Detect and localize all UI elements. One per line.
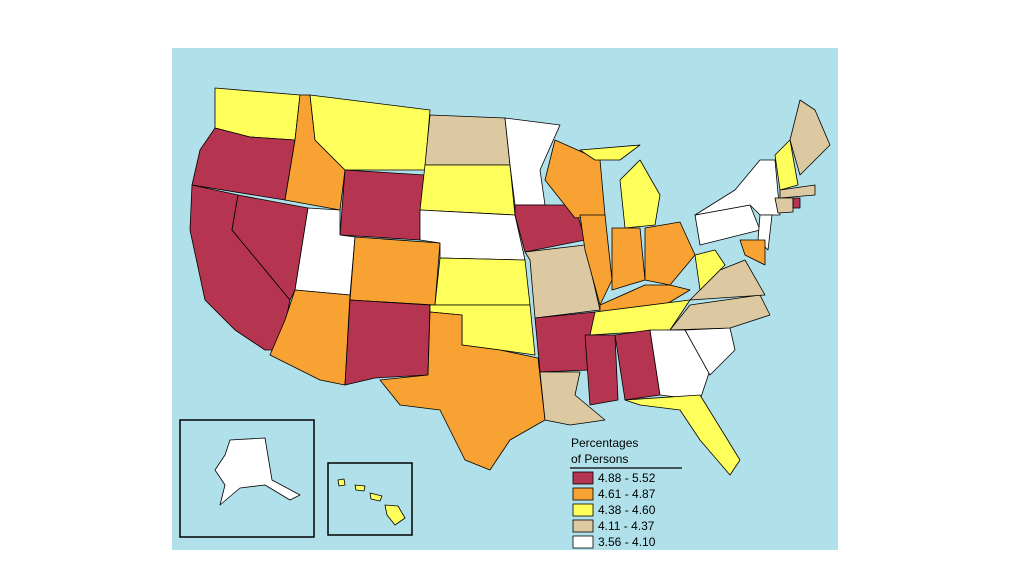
state (524, 244, 601, 319)
legend-label: 4.61 - 4.87 (598, 487, 656, 501)
state (539, 371, 606, 426)
state (579, 214, 613, 306)
state (349, 236, 441, 306)
state (669, 294, 771, 331)
legend-title: of Persons (571, 452, 628, 466)
state (384, 504, 406, 526)
state (214, 437, 301, 506)
state (231, 194, 309, 301)
legend-label: 4.38 - 4.60 (598, 503, 656, 517)
state (584, 334, 619, 406)
state (339, 169, 426, 241)
legend: Percentages of Persons 4.88 - 5.52 4.61 -… (570, 436, 682, 549)
state (792, 197, 801, 209)
state (611, 227, 646, 291)
state (309, 94, 431, 171)
state (624, 394, 741, 476)
legend-swatch (572, 519, 594, 533)
legend-title: Percentages (571, 436, 638, 450)
legend-label: 4.11 - 4.37 (598, 519, 655, 533)
state (419, 164, 516, 216)
states (179, 87, 831, 538)
legend-label: 3.56 - 4.10 (598, 535, 656, 549)
hawaii-inset (327, 462, 413, 536)
legend-swatch (572, 503, 594, 517)
state (434, 257, 531, 306)
state (344, 299, 431, 386)
legend-swatch (572, 471, 594, 485)
state (739, 239, 766, 266)
alaska-inset (179, 419, 315, 538)
state (694, 159, 781, 216)
legend-label: 4.88 - 5.52 (598, 471, 656, 485)
legend-swatch (572, 487, 594, 501)
state (619, 159, 661, 229)
legend-swatch (572, 535, 594, 549)
state (694, 249, 726, 291)
state (424, 114, 511, 166)
state (579, 144, 641, 161)
state (779, 184, 816, 199)
state (354, 484, 366, 492)
state (369, 492, 383, 502)
state (337, 478, 346, 487)
state (644, 221, 696, 286)
state (379, 311, 546, 471)
state (774, 139, 799, 191)
state (789, 99, 831, 176)
state (774, 197, 794, 214)
